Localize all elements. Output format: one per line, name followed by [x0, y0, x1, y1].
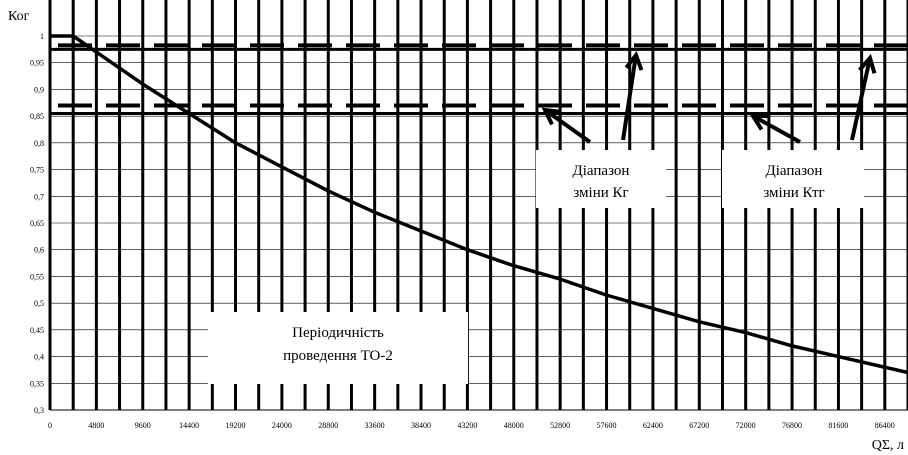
y-tick-label: 0,45 — [30, 326, 44, 335]
y-tick-label: 0,6 — [34, 246, 44, 255]
series-layer — [49, 34, 908, 375]
arrow-ktg-upper-shaft — [850, 57, 872, 141]
arrow-kg-lower-head — [541, 107, 562, 126]
annotation-kg-line2: зміни Кг — [573, 185, 628, 201]
annotation-box-to2 — [208, 312, 468, 384]
arrow-kg-upper-head — [624, 50, 644, 71]
arrow-ktg-lower-head — [749, 113, 770, 131]
y-tick-label: 0,35 — [30, 379, 44, 388]
annotation-to2-line1: Періодичність — [292, 325, 384, 341]
y-tick-label: 0,75 — [30, 166, 44, 175]
y-tick-label: 0,7 — [34, 192, 44, 201]
annotation-to2: Періодичність проведення ТО-2 — [283, 325, 393, 364]
x-tick-label: 38400 — [411, 421, 431, 430]
x-tick-label: 14400 — [179, 421, 199, 430]
x-tick-label: 72000 — [736, 421, 756, 430]
x-tick-label: 28800 — [318, 421, 338, 430]
x-tick-label: 52800 — [550, 421, 570, 430]
x-tick-label: 24000 — [272, 421, 292, 430]
annotation-ktg-line1: Діапазон — [766, 163, 823, 179]
x-tick-label: 19200 — [226, 421, 246, 430]
x-tick-label: 81600 — [828, 421, 848, 430]
axes — [49, 26, 908, 411]
y-tick-label: 0,95 — [30, 59, 44, 68]
x-tick-label: 62400 — [643, 421, 663, 430]
y-tick-label: 0,4 — [34, 353, 44, 362]
tick-labels: 0,3 0,35 0,4 0,45 0,5 0,55 0,6 0,65 0,7 0,75 0,8 0,… — [30, 32, 895, 430]
y-axis-label: Ког — [8, 9, 30, 24]
x-tick-label: 76800 — [782, 421, 802, 430]
annotation-kg: Діапазон зміни Кг — [573, 163, 630, 201]
arrow-ktg-upper-head — [857, 53, 877, 74]
annotation-boxes — [208, 150, 864, 384]
annotation-to2-line2: проведення ТО-2 — [283, 348, 393, 364]
annotation-kg-line1: Діапазон — [573, 163, 630, 179]
y-tick-label: 1 — [40, 32, 44, 41]
arrow-kg-lower-shaft — [543, 108, 592, 144]
x-tick-label: 67200 — [689, 421, 709, 430]
y-tick-label: 0,3 — [34, 406, 44, 415]
x-tick-label: 4800 — [88, 421, 104, 430]
x-tick-label: 43200 — [457, 421, 477, 430]
y-tick-label: 0,9 — [34, 85, 44, 94]
annotation-box-ktg — [722, 150, 864, 208]
annotation-box-kg — [536, 150, 666, 208]
x-tick-label: 0 — [48, 421, 52, 430]
x-tick-label: 57600 — [597, 421, 617, 430]
x-tick-label: 9600 — [135, 421, 151, 430]
y-tick-label: 0,65 — [30, 219, 44, 228]
arrow-kg-upper-shaft — [621, 54, 638, 141]
arrows — [541, 50, 877, 144]
x-axis-label: QΣ, л — [872, 438, 904, 453]
y-tick-label: 0,55 — [30, 272, 44, 281]
y-tick-label: 0,8 — [34, 139, 44, 148]
annotation-ktg: Діапазон зміни Ктг — [763, 163, 824, 201]
arrow-ktg-lower-shaft — [752, 114, 801, 144]
annotation-ktg-line2: зміни Ктг — [763, 185, 824, 201]
y-tick-label: 0,5 — [34, 299, 44, 308]
x-tick-label: 86400 — [875, 421, 895, 430]
x-tick-label: 48000 — [504, 421, 524, 430]
x-tick-label: 33600 — [365, 421, 385, 430]
y-tick-label: 0,85 — [30, 112, 44, 121]
